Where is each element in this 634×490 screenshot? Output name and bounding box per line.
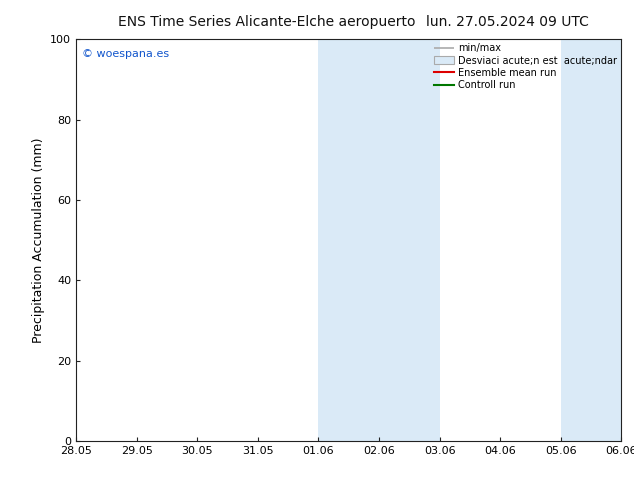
Y-axis label: Precipitation Accumulation (mm): Precipitation Accumulation (mm) (32, 137, 44, 343)
Legend: min/max, Desviaci acute;n est  acute;ndar, Ensemble mean run, Controll run: min/max, Desviaci acute;n est acute;ndar… (432, 41, 619, 92)
Text: © woespana.es: © woespana.es (82, 49, 169, 59)
Bar (560, 39, 621, 441)
Text: ENS Time Series Alicante-Elche aeropuerto: ENS Time Series Alicante-Elche aeropuert… (117, 15, 415, 29)
Text: lun. 27.05.2024 09 UTC: lun. 27.05.2024 09 UTC (426, 15, 588, 29)
Bar (318, 39, 439, 441)
